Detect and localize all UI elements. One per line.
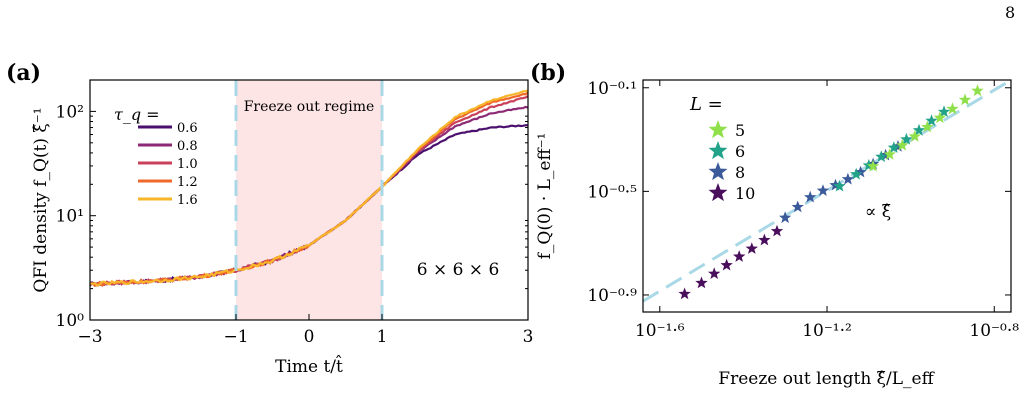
legend-label-tau-0.8: 0.8 — [177, 139, 198, 154]
panel-b-stars — [678, 84, 984, 300]
panel-a-ytick-label: 10⁰ — [56, 311, 85, 331]
panel-b-label: (b) — [530, 60, 566, 86]
data-point-L10 — [708, 267, 721, 279]
series-line-tau-1.6 — [89, 89, 529, 287]
data-point-L6 — [875, 150, 888, 163]
data-point-L5 — [933, 111, 947, 124]
panel-b-ytick-label: 10⁻⁰·⁹ — [587, 286, 637, 306]
panel-a-xtick-label: 3 — [523, 327, 534, 347]
data-point-L8 — [804, 190, 817, 203]
data-point-L5 — [908, 130, 921, 142]
data-point-L6 — [833, 179, 846, 192]
legend-star-L6 — [708, 141, 728, 160]
data-point-L10 — [678, 287, 691, 300]
panel-b-ticks: 10⁻¹·⁶ 10⁻¹·² 10⁻⁰·⁸ 10⁻⁰·¹ 10⁻⁰·⁵ 10⁻⁰·⁹ — [587, 79, 1019, 341]
panel-b-xtick-label: 10⁻¹·² — [802, 321, 852, 341]
panel-a-xlabel: Time t/t̂ — [275, 355, 343, 377]
panel-b-legend: 5 6 8 10 — [708, 120, 755, 203]
panel-a-legend: 0.6 0.8 1.0 1.2 1.6 — [138, 121, 198, 208]
panel-b-ytick-label: 10⁻⁰·⁵ — [587, 182, 637, 202]
data-point-L6 — [887, 141, 901, 153]
proportional-fit-line — [642, 78, 1012, 303]
data-point-L8 — [791, 200, 804, 213]
data-point-L8 — [879, 148, 892, 161]
legend-label-L5: 5 — [735, 121, 745, 140]
panel-b-xlabel: Freeze out length ξ̂/L_eff — [718, 369, 935, 389]
lattice-size-annotation: 6 × 6 × 6 — [417, 260, 500, 280]
data-point-L6 — [937, 105, 951, 118]
data-point-L10 — [758, 233, 771, 246]
data-point-L6 — [900, 132, 913, 145]
legend-label-tau-0.6: 0.6 — [177, 121, 198, 136]
panel-a-label: (a) — [6, 60, 41, 86]
data-point-L5 — [958, 93, 972, 106]
panel-a-curves — [89, 89, 529, 288]
panel-a-ylabel: QFI density f_Q(t) ξ̂⁻¹ — [31, 107, 51, 292]
data-point-L5 — [883, 148, 896, 160]
data-point-L8 — [816, 184, 830, 196]
page-number: 8 — [1005, 3, 1016, 22]
panel-b-legend-title: L = — [689, 94, 723, 115]
freeze-out-regime-label: Freeze out regime — [244, 99, 375, 115]
panel-b-ytick-label: 10⁻⁰·¹ — [587, 79, 637, 99]
data-point-L8 — [854, 165, 867, 178]
legend-label-L10: 10 — [735, 184, 755, 203]
data-point-L10 — [733, 250, 746, 262]
data-point-L6 — [912, 123, 926, 136]
data-point-L5 — [921, 120, 934, 133]
data-point-L10 — [745, 242, 758, 254]
legend-label-tau-1.6: 1.6 — [177, 193, 198, 208]
panel-a-xtick-label: 0 — [304, 327, 315, 347]
data-point-L6 — [925, 114, 938, 127]
panel-a-ticks: −3 −1 0 1 3 10⁰ 10¹ 10² — [56, 79, 534, 347]
data-point-L5 — [946, 102, 959, 115]
data-point-L10 — [720, 258, 733, 271]
data-point-L6 — [850, 167, 863, 180]
legend-label-tau-1.2: 1.2 — [177, 175, 198, 190]
legend-star-L8 — [708, 162, 728, 181]
panel-b-xtick-label: 10⁻¹·⁶ — [635, 321, 685, 341]
data-point-L5 — [971, 84, 984, 97]
panel-a-ytick-label: 10² — [56, 102, 84, 122]
panel-a-xtick-label: −3 — [77, 327, 102, 347]
data-point-L5 — [896, 138, 909, 151]
data-point-L10 — [695, 276, 708, 289]
legend-label-L8: 8 — [735, 163, 745, 182]
data-point-L5 — [866, 159, 880, 172]
legend-label-tau-1.0: 1.0 — [177, 157, 198, 172]
panel-a-xtick-label: −1 — [223, 327, 248, 347]
legend-label-L6: 6 — [735, 142, 745, 161]
panel-a-xtick-label: 1 — [377, 327, 388, 347]
legend-star-L5 — [708, 120, 728, 139]
data-point-L10 — [770, 224, 784, 237]
legend-star-L10 — [708, 183, 728, 202]
data-point-L8 — [779, 211, 792, 224]
proportional-annotation: ∝ ξ̂ — [865, 202, 891, 222]
panel-a-ytick-label: 10¹ — [56, 207, 84, 227]
panel-a-legend-title: τ_q = — [114, 105, 160, 124]
data-point-L8 — [841, 172, 855, 185]
panel-b-ylabel: f_Q(0) · L_eff⁻¹ — [535, 133, 555, 260]
panel-b-xtick-label: 10⁻⁰·⁸ — [969, 321, 1019, 341]
freeze-out-region — [236, 80, 382, 320]
